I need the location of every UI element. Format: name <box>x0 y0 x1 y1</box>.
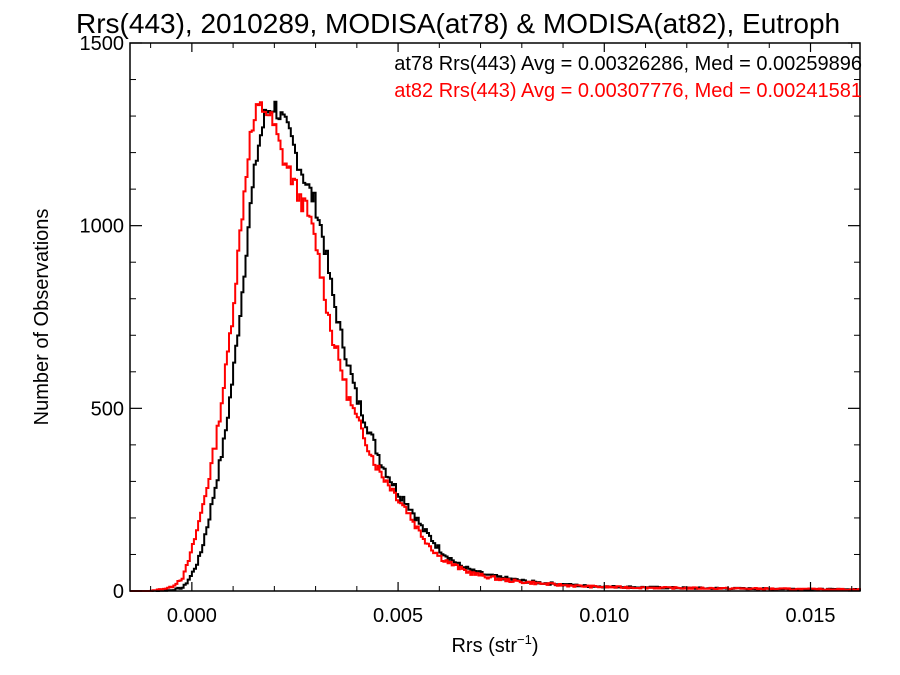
series-line-at78 <box>130 100 861 592</box>
legend-entry-at78: at78 Rrs(443) Avg = 0.00326286, Med = 0.… <box>394 53 862 75</box>
y-tick-label: 500 <box>91 398 124 420</box>
y-axis-label: Number of Observations <box>31 209 53 426</box>
x-axis-label-close: ) <box>532 635 539 657</box>
x-tick-label: 0.000 <box>167 605 217 627</box>
chart-title: Rrs(443), 2010289, MODISA(at78) & MODISA… <box>76 8 840 39</box>
ticks-layer: 0.000 0.005 0.010 0.015 0 500 1000 1500 <box>80 33 860 627</box>
series-line-at82 <box>130 101 861 592</box>
y-tick-label: 0 <box>113 581 124 603</box>
series-layer <box>130 100 861 592</box>
plot-frame <box>129 42 861 592</box>
x-axis-label-exponent: −1 <box>517 632 532 647</box>
x-tick-label: 0.010 <box>579 605 629 627</box>
y-tick-label: 1500 <box>80 33 125 55</box>
x-axis-label-text: Rrs (str <box>451 635 517 657</box>
y-tick-label: 1000 <box>80 216 125 238</box>
legend-entry-at82: at82 Rrs(443) Avg = 0.00307776, Med = 0.… <box>394 80 862 102</box>
x-tick-label: 0.005 <box>373 605 423 627</box>
x-axis-label: Rrs (str−1) <box>451 632 538 657</box>
x-tick-label: 0.015 <box>785 605 835 627</box>
